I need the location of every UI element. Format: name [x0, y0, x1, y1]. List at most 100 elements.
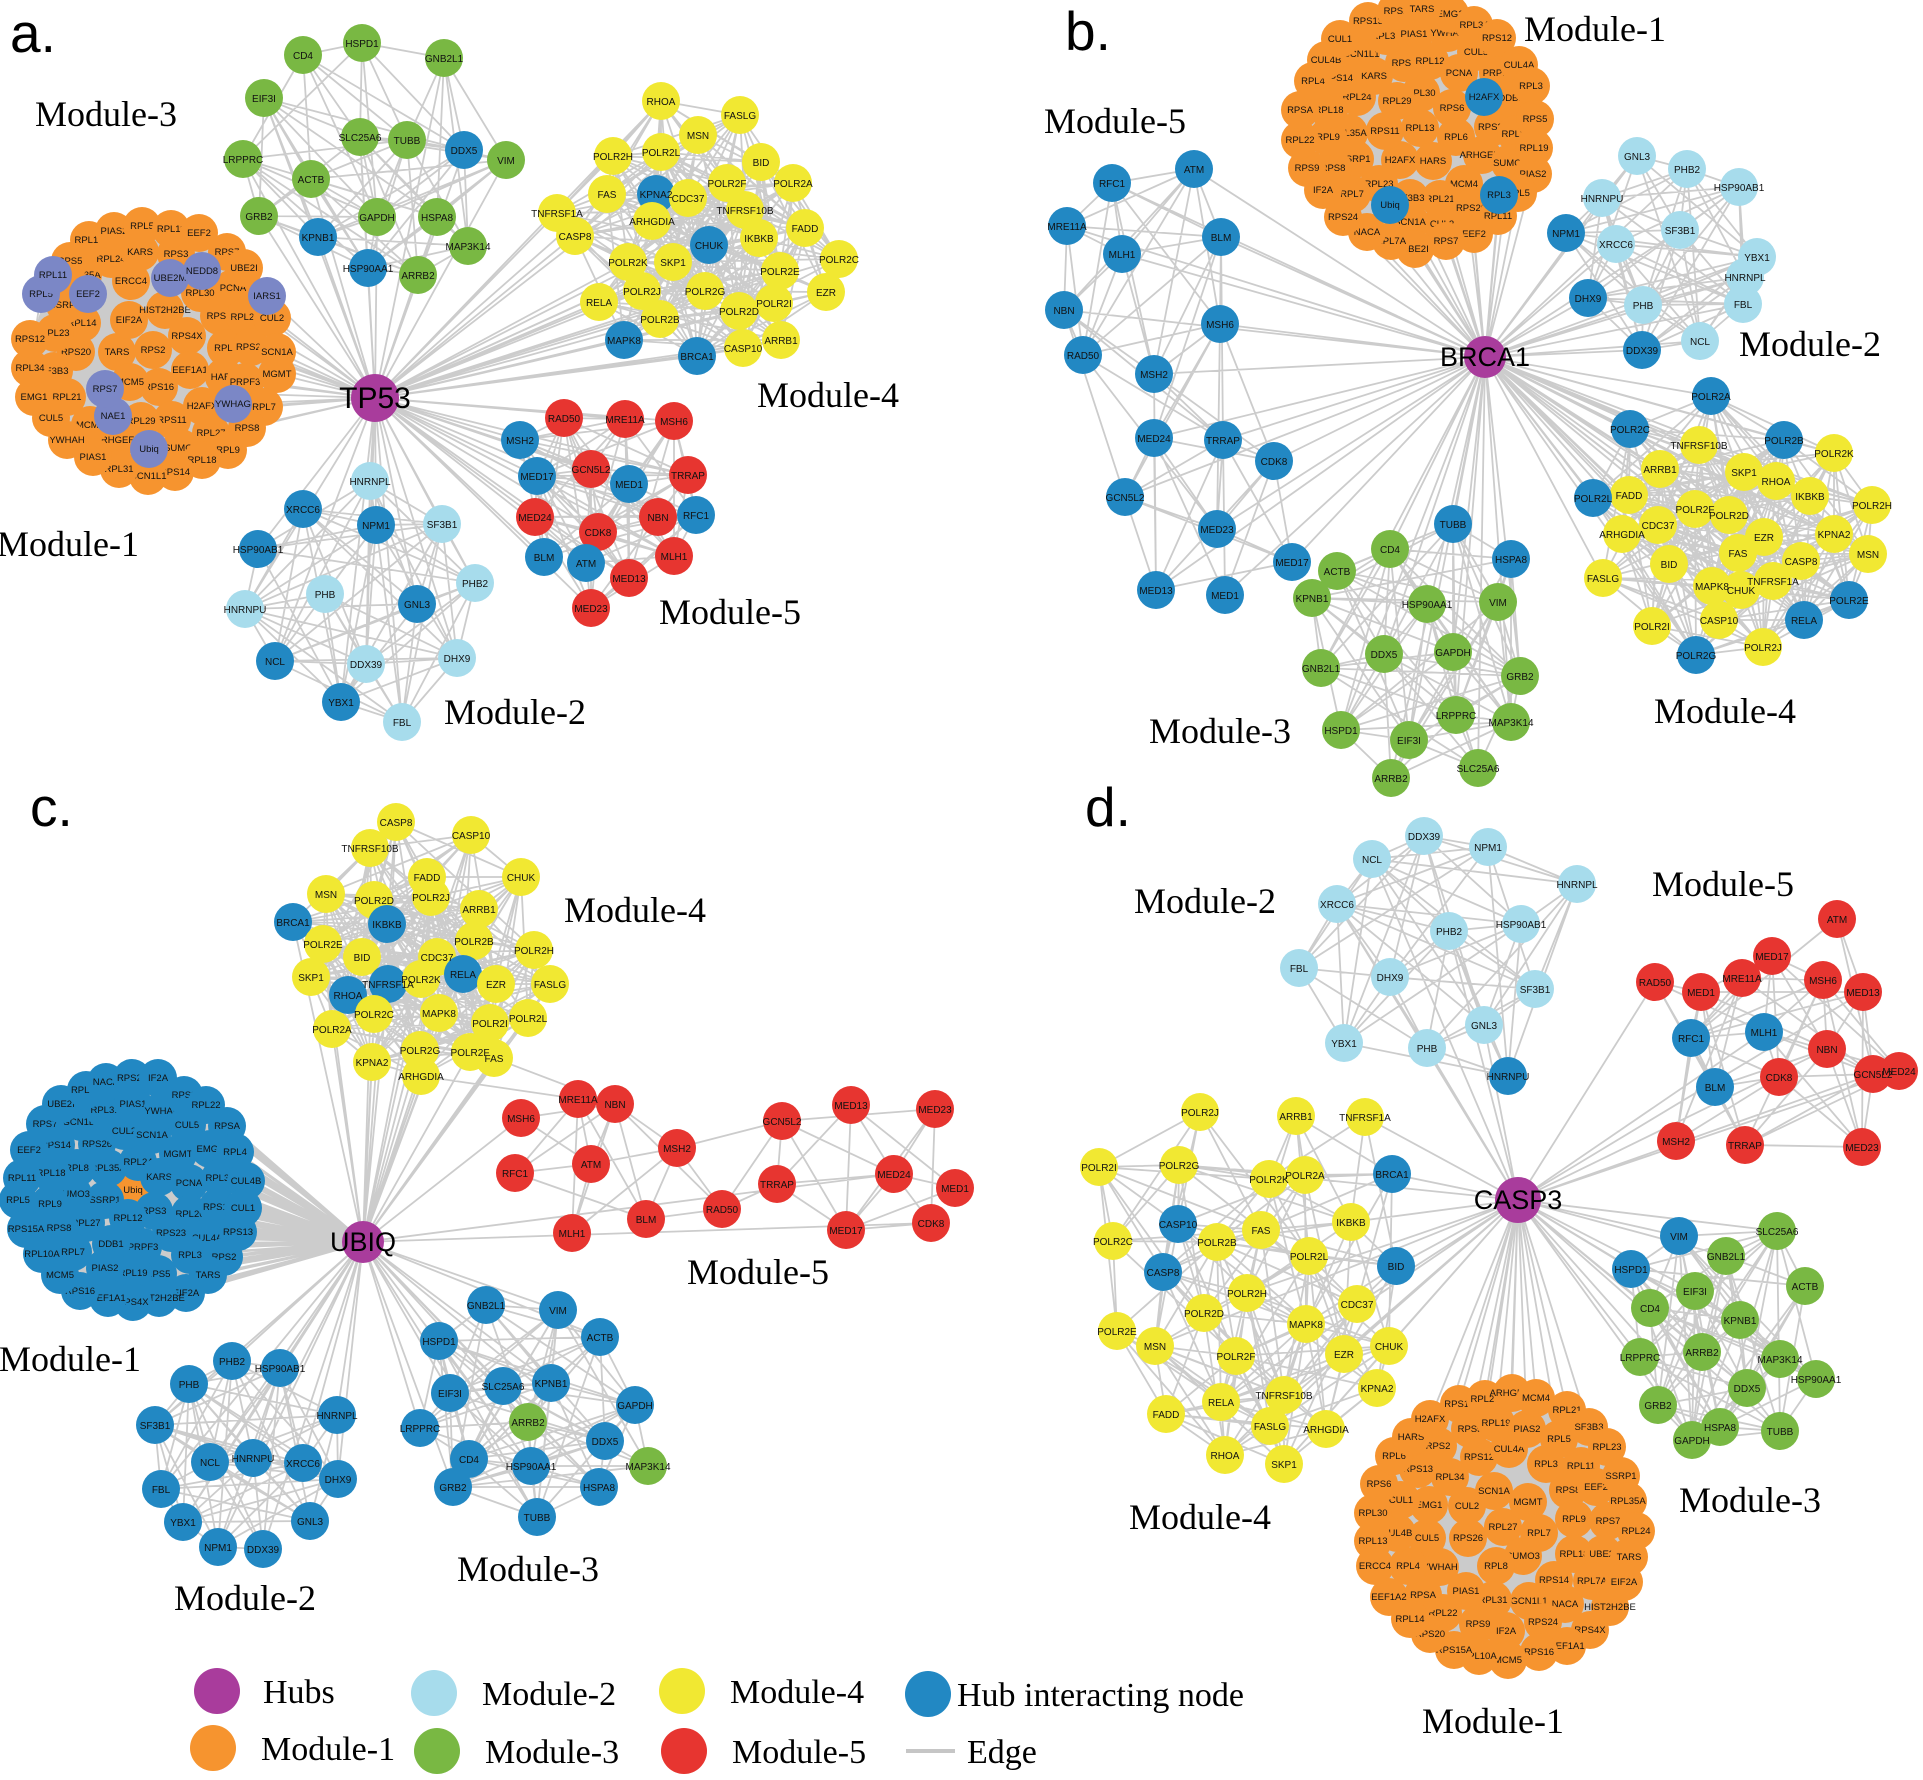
- svg-text:RPL10A: RPL10A: [24, 1249, 60, 1260]
- svg-text:RPL5: RPL5: [1506, 188, 1530, 199]
- svg-text:RPS3: RPS3: [142, 1206, 167, 1217]
- svg-text:RPL11: RPL11: [39, 270, 67, 281]
- svg-text:POLR2E: POLR2E: [303, 940, 343, 951]
- svg-text:ARHGEF4: ARHGEF4: [1490, 1388, 1535, 1399]
- svg-text:RPL4: RPL4: [1301, 76, 1325, 87]
- svg-text:RPS20: RPS20: [1415, 1629, 1445, 1640]
- svg-text:RHOA: RHOA: [1762, 477, 1791, 488]
- svg-text:DHX9: DHX9: [1377, 973, 1404, 984]
- svg-text:GNB2L1: GNB2L1: [1302, 664, 1341, 675]
- svg-text:MED23: MED23: [574, 604, 608, 615]
- svg-text:MCM5: MCM5: [1494, 1655, 1522, 1666]
- svg-text:RPS11: RPS11: [1444, 1399, 1473, 1410]
- svg-text:FADD: FADD: [792, 224, 819, 235]
- svg-text:POLR2L: POLR2L: [642, 148, 681, 159]
- svg-text:Hubs: Hubs: [263, 1674, 335, 1711]
- svg-text:RPS16: RPS16: [1524, 1647, 1554, 1658]
- svg-text:DHX9: DHX9: [444, 654, 471, 665]
- svg-text:MSH2: MSH2: [663, 1144, 691, 1155]
- svg-text:RHOA: RHOA: [334, 991, 363, 1002]
- svg-text:RPL27: RPL27: [1488, 1522, 1517, 1533]
- svg-text:ARRB2: ARRB2: [1685, 1348, 1719, 1359]
- svg-text:IF2A: IF2A: [148, 1073, 169, 1084]
- svg-text:CUL4B: CUL4B: [1382, 1528, 1413, 1539]
- svg-text:VIM: VIM: [1489, 598, 1507, 609]
- svg-text:Module-4: Module-4: [1129, 1497, 1271, 1537]
- svg-text:SLC25A6: SLC25A6: [1457, 764, 1500, 775]
- svg-text:POLR2J: POLR2J: [623, 287, 661, 298]
- svg-text:CASP10: CASP10: [1159, 1220, 1198, 1231]
- svg-text:UBE2I: UBE2I: [1589, 1549, 1616, 1560]
- svg-text:SLC25A6: SLC25A6: [1756, 1227, 1799, 1238]
- svg-text:POLR2G: POLR2G: [1159, 1161, 1200, 1172]
- svg-text:POLR2D: POLR2D: [1709, 511, 1749, 522]
- svg-text:RPL14: RPL14: [67, 318, 96, 329]
- svg-text:CASP3: CASP3: [1474, 1185, 1563, 1215]
- svg-text:PHB: PHB: [1417, 1044, 1438, 1055]
- svg-text:RPL24: RPL24: [123, 1157, 152, 1168]
- svg-text:RPL9: RPL9: [216, 445, 240, 456]
- svg-text:POLR2B: POLR2B: [454, 937, 494, 948]
- svg-text:SCN1A: SCN1A: [1394, 217, 1426, 228]
- svg-text:PIAS2: PIAS2: [92, 1263, 119, 1274]
- svg-text:MSH6: MSH6: [507, 1114, 535, 1125]
- svg-text:Module-5: Module-5: [659, 592, 801, 632]
- svg-text:MLH1: MLH1: [559, 1229, 586, 1240]
- svg-text:RPL8: RPL8: [1484, 1561, 1508, 1572]
- svg-text:MSN: MSN: [687, 131, 709, 142]
- svg-text:SSRP1: SSRP1: [89, 1195, 120, 1206]
- svg-text:CUL1: CUL1: [1328, 34, 1352, 45]
- svg-text:EEF2: EEF2: [1584, 1482, 1608, 1493]
- svg-text:RPS5: RPS5: [1523, 114, 1548, 125]
- svg-text:CASP10: CASP10: [452, 831, 491, 842]
- svg-text:RPS4X: RPS4X: [171, 331, 203, 342]
- svg-text:EEF1A2: EEF1A2: [1371, 1592, 1406, 1603]
- svg-text:TRRAP: TRRAP: [760, 1180, 794, 1191]
- svg-text:PRPF3: PRPF3: [230, 377, 261, 388]
- svg-text:RPL5: RPL5: [130, 221, 154, 232]
- svg-text:TNFRSF1A: TNFRSF1A: [531, 209, 583, 220]
- svg-text:RPL19: RPL19: [118, 1268, 147, 1279]
- svg-text:MAPK8: MAPK8: [1695, 582, 1729, 593]
- svg-text:RPS4X: RPS4X: [1574, 1625, 1606, 1636]
- svg-text:MED1: MED1: [941, 1184, 969, 1195]
- svg-text:GNB2L1: GNB2L1: [467, 1301, 506, 1312]
- svg-text:SUMO3: SUMO3: [164, 443, 198, 454]
- svg-text:NCL: NCL: [265, 657, 285, 668]
- svg-text:TRRAP: TRRAP: [1728, 1141, 1762, 1152]
- svg-text:POLR2K: POLR2K: [608, 258, 648, 269]
- svg-text:HSPA8: HSPA8: [421, 213, 453, 224]
- svg-text:MAPK8: MAPK8: [1289, 1320, 1323, 1331]
- svg-text:CDC37: CDC37: [421, 953, 454, 964]
- svg-text:MAP3K14: MAP3K14: [445, 242, 490, 253]
- svg-text:RFC1: RFC1: [502, 1169, 529, 1180]
- svg-text:CDK8: CDK8: [918, 1219, 945, 1230]
- svg-text:CDC37: CDC37: [672, 194, 705, 205]
- svg-text:BRCA1: BRCA1: [276, 918, 310, 929]
- svg-text:TNFRSF1A: TNFRSF1A: [1339, 1113, 1391, 1124]
- svg-text:CD4: CD4: [1380, 545, 1400, 556]
- svg-text:ARRB1: ARRB1: [1643, 465, 1677, 476]
- svg-text:CDC37: CDC37: [1642, 521, 1675, 532]
- svg-text:CD4: CD4: [293, 51, 313, 62]
- svg-text:RPS6: RPS6: [1367, 1479, 1392, 1490]
- svg-text:RPL35A: RPL35A: [1610, 1496, 1646, 1507]
- svg-text:RPS8: RPS8: [1556, 1485, 1581, 1496]
- svg-text:KPNB1: KPNB1: [535, 1379, 568, 1390]
- svg-text:RPL27: RPL27: [196, 428, 225, 439]
- svg-text:FASLG: FASLG: [534, 980, 566, 991]
- svg-text:TNFRSF10B: TNFRSF10B: [1255, 1391, 1313, 1402]
- svg-text:PHB2: PHB2: [1436, 927, 1463, 938]
- svg-text:DDX39: DDX39: [350, 660, 383, 671]
- svg-text:RPL27: RPL27: [71, 1218, 100, 1229]
- svg-text:MSH2: MSH2: [1662, 1137, 1690, 1148]
- svg-text:CD4: CD4: [459, 1455, 479, 1466]
- svg-text:SUMO3: SUMO3: [1493, 158, 1527, 169]
- svg-text:RPL35A: RPL35A: [65, 270, 101, 281]
- svg-text:HSPA8: HSPA8: [583, 1483, 615, 1494]
- svg-text:TUBB: TUBB: [1767, 1427, 1794, 1438]
- svg-text:RPL6: RPL6: [1382, 1451, 1406, 1462]
- svg-text:RELA: RELA: [586, 298, 612, 309]
- svg-text:RPL22: RPL22: [191, 1100, 220, 1111]
- svg-text:CDC37: CDC37: [1341, 1300, 1374, 1311]
